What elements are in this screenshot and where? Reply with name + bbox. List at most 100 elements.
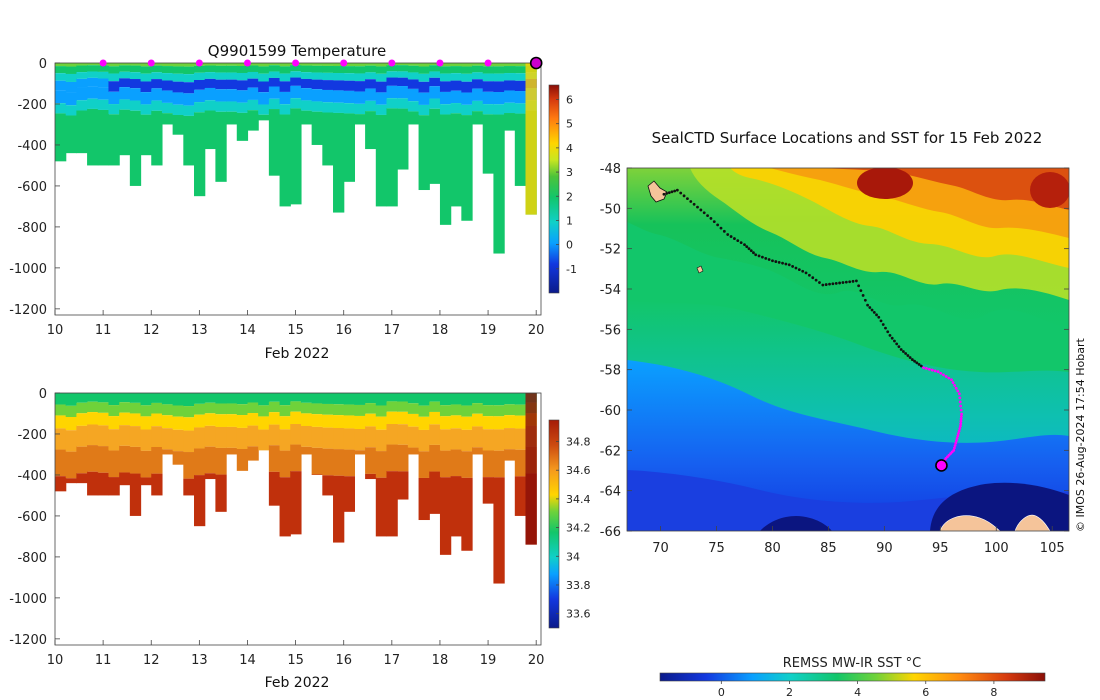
field-cell	[493, 477, 505, 584]
field-cell	[514, 415, 527, 429]
field-cell	[172, 429, 184, 452]
field-cell	[172, 114, 184, 135]
imos-watermark: © IMOS 26-Aug-2024 17:54 Hobart	[1074, 338, 1087, 532]
field-cell	[55, 415, 67, 429]
x-tick-label: 13	[191, 653, 208, 668]
field-cell	[258, 81, 270, 93]
field-cell	[407, 88, 420, 102]
field-cell	[397, 401, 409, 412]
x-tick-label: 10	[47, 653, 64, 668]
field-cell	[333, 393, 345, 405]
salinity-x-ticks: 10 11 12 13 14 15 16 17 18 19 20	[47, 640, 544, 668]
field-cell	[108, 393, 120, 406]
field-cell	[194, 89, 206, 103]
track-point	[739, 241, 743, 245]
x-tick-label: 15	[287, 323, 304, 338]
field-cell	[418, 115, 430, 191]
field-cell	[461, 429, 473, 452]
field-cell	[76, 473, 88, 484]
map-y-tick-label: -50	[600, 202, 621, 217]
field-cell	[204, 402, 216, 414]
y-tick-label: -600	[17, 510, 47, 525]
map-y-tick-label: -60	[600, 404, 621, 419]
field-cell	[450, 80, 462, 91]
track-point	[665, 192, 669, 195]
field-cell	[226, 111, 238, 125]
field-cell	[429, 98, 441, 109]
sst-warmest-band	[820, 168, 1069, 210]
track-point	[814, 278, 818, 282]
field-cell	[194, 65, 206, 73]
track-point	[959, 408, 963, 412]
field-cell	[247, 87, 259, 100]
track-point	[733, 237, 736, 240]
field-cell	[247, 393, 259, 403]
colorbar-tick-label: 33.8	[566, 579, 591, 592]
field-cell	[418, 477, 430, 521]
field-cell	[290, 108, 302, 205]
field-cell	[504, 90, 516, 103]
field-cell	[119, 63, 131, 66]
field-cell	[76, 87, 88, 101]
field-cell	[429, 444, 441, 472]
field-cell	[418, 451, 430, 478]
field-cell	[386, 444, 398, 472]
sst-colorbar-tick-label: 4	[854, 686, 861, 699]
field-cell	[300, 110, 313, 125]
temperature-field	[55, 63, 537, 254]
field-cell	[129, 402, 142, 414]
field-cell	[311, 79, 323, 90]
track-point	[861, 294, 865, 297]
colorbar-tick-label: 3	[566, 166, 573, 179]
map-x-tick-label: 105	[1040, 541, 1065, 556]
track-point	[881, 323, 885, 326]
field-cell	[429, 393, 441, 402]
field-cell	[204, 393, 216, 403]
track-point	[777, 260, 781, 264]
field-cell	[194, 403, 206, 415]
field-cell	[151, 63, 163, 66]
y-tick-label: -1200	[9, 633, 47, 648]
field-cell	[55, 103, 67, 114]
field-cell	[386, 393, 398, 402]
field-cell	[343, 476, 356, 512]
field-cell	[236, 102, 249, 113]
track-point	[670, 190, 674, 194]
track-point	[854, 279, 858, 283]
field-cell	[311, 111, 323, 145]
field-cell	[407, 393, 420, 404]
field-cell	[247, 402, 259, 414]
field-cell	[290, 444, 302, 472]
field-cell	[236, 427, 249, 450]
field-cell	[439, 81, 452, 92]
field-cell	[493, 416, 505, 430]
field-cell	[375, 451, 388, 478]
field-cell	[226, 393, 238, 404]
field-cell	[258, 66, 270, 74]
track-point	[942, 373, 945, 377]
field-cell	[87, 98, 99, 109]
field-cell	[300, 446, 313, 455]
track-point	[699, 208, 703, 212]
field-cell	[386, 424, 398, 445]
field-cell	[279, 450, 291, 478]
field-cell	[493, 63, 505, 67]
track-point	[959, 419, 963, 423]
sst-field	[627, 168, 1069, 531]
field-cell	[482, 81, 495, 92]
salinity-colorbar	[548, 419, 560, 629]
field-cell	[226, 63, 238, 66]
field-cell	[365, 473, 377, 480]
track-point	[702, 211, 706, 215]
field-cell	[108, 416, 120, 430]
map-x-tick-label: 95	[932, 541, 949, 556]
field-cell	[450, 404, 462, 416]
profile-marker	[147, 59, 155, 67]
field-cell	[194, 475, 206, 527]
field-cell	[279, 91, 291, 105]
field-cell	[161, 404, 174, 416]
field-cell	[151, 426, 163, 447]
field-cell	[322, 448, 334, 476]
field-cell	[461, 451, 473, 478]
field-cell	[482, 104, 495, 115]
